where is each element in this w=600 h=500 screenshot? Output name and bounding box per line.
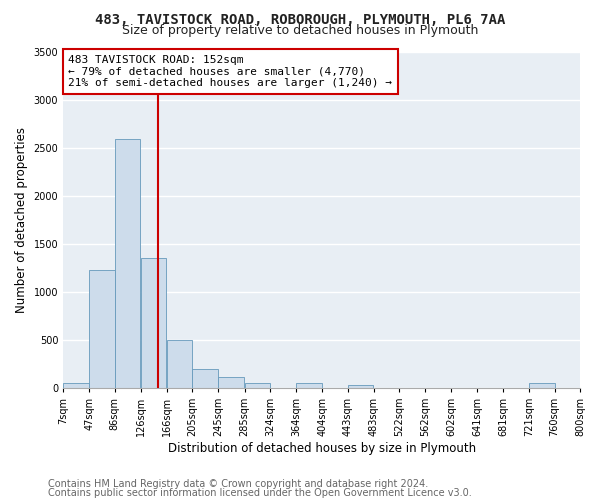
Bar bbox=[115, 139, 140, 388]
Y-axis label: Number of detached properties: Number of detached properties bbox=[15, 126, 28, 312]
Bar bbox=[89, 270, 115, 388]
Text: Contains HM Land Registry data © Crown copyright and database right 2024.: Contains HM Land Registry data © Crown c… bbox=[48, 479, 428, 489]
Bar bbox=[296, 383, 322, 388]
X-axis label: Distribution of detached houses by size in Plymouth: Distribution of detached houses by size … bbox=[167, 442, 476, 455]
Text: 483, TAVISTOCK ROAD, ROBOROUGH, PLYMOUTH, PL6 7AA: 483, TAVISTOCK ROAD, ROBOROUGH, PLYMOUTH… bbox=[95, 12, 505, 26]
Text: Contains public sector information licensed under the Open Government Licence v3: Contains public sector information licen… bbox=[48, 488, 472, 498]
Bar bbox=[167, 340, 193, 388]
Bar bbox=[529, 383, 554, 388]
Bar bbox=[63, 383, 89, 388]
Bar bbox=[193, 368, 218, 388]
Bar bbox=[141, 258, 166, 388]
Text: 483 TAVISTOCK ROAD: 152sqm
← 79% of detached houses are smaller (4,770)
21% of s: 483 TAVISTOCK ROAD: 152sqm ← 79% of deta… bbox=[68, 55, 392, 88]
Text: Size of property relative to detached houses in Plymouth: Size of property relative to detached ho… bbox=[122, 24, 478, 37]
Bar bbox=[347, 385, 373, 388]
Bar bbox=[218, 378, 244, 388]
Bar bbox=[245, 383, 270, 388]
